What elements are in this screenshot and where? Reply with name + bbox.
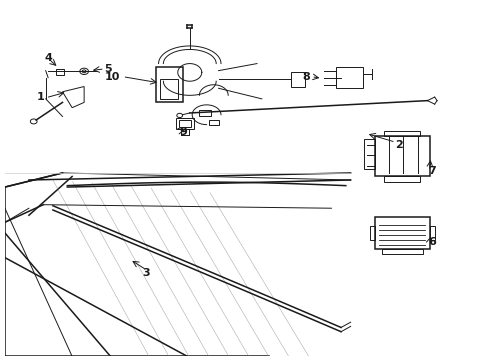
Bar bbox=[160, 80, 178, 99]
Bar bbox=[156, 67, 183, 102]
Bar bbox=[430, 226, 435, 240]
Bar bbox=[382, 249, 423, 254]
Text: 7: 7 bbox=[428, 166, 436, 176]
Text: 5: 5 bbox=[104, 64, 112, 74]
Bar bbox=[179, 120, 191, 127]
Bar bbox=[176, 118, 194, 129]
Bar bbox=[56, 68, 64, 75]
Text: 10: 10 bbox=[105, 72, 120, 82]
Text: 6: 6 bbox=[428, 237, 436, 247]
Bar bbox=[291, 72, 305, 86]
Text: 4: 4 bbox=[44, 53, 52, 63]
Bar bbox=[384, 131, 420, 136]
Bar bbox=[199, 110, 211, 117]
Bar bbox=[370, 226, 375, 240]
Text: 8: 8 bbox=[302, 72, 310, 82]
Bar bbox=[375, 217, 430, 249]
Bar bbox=[384, 176, 420, 182]
Text: 9: 9 bbox=[180, 127, 188, 137]
Bar bbox=[375, 136, 430, 176]
Text: 1: 1 bbox=[37, 92, 45, 102]
Bar bbox=[209, 120, 219, 125]
Bar bbox=[364, 139, 375, 170]
Text: 3: 3 bbox=[143, 269, 150, 279]
Text: 2: 2 bbox=[395, 140, 403, 150]
Bar bbox=[336, 67, 363, 88]
